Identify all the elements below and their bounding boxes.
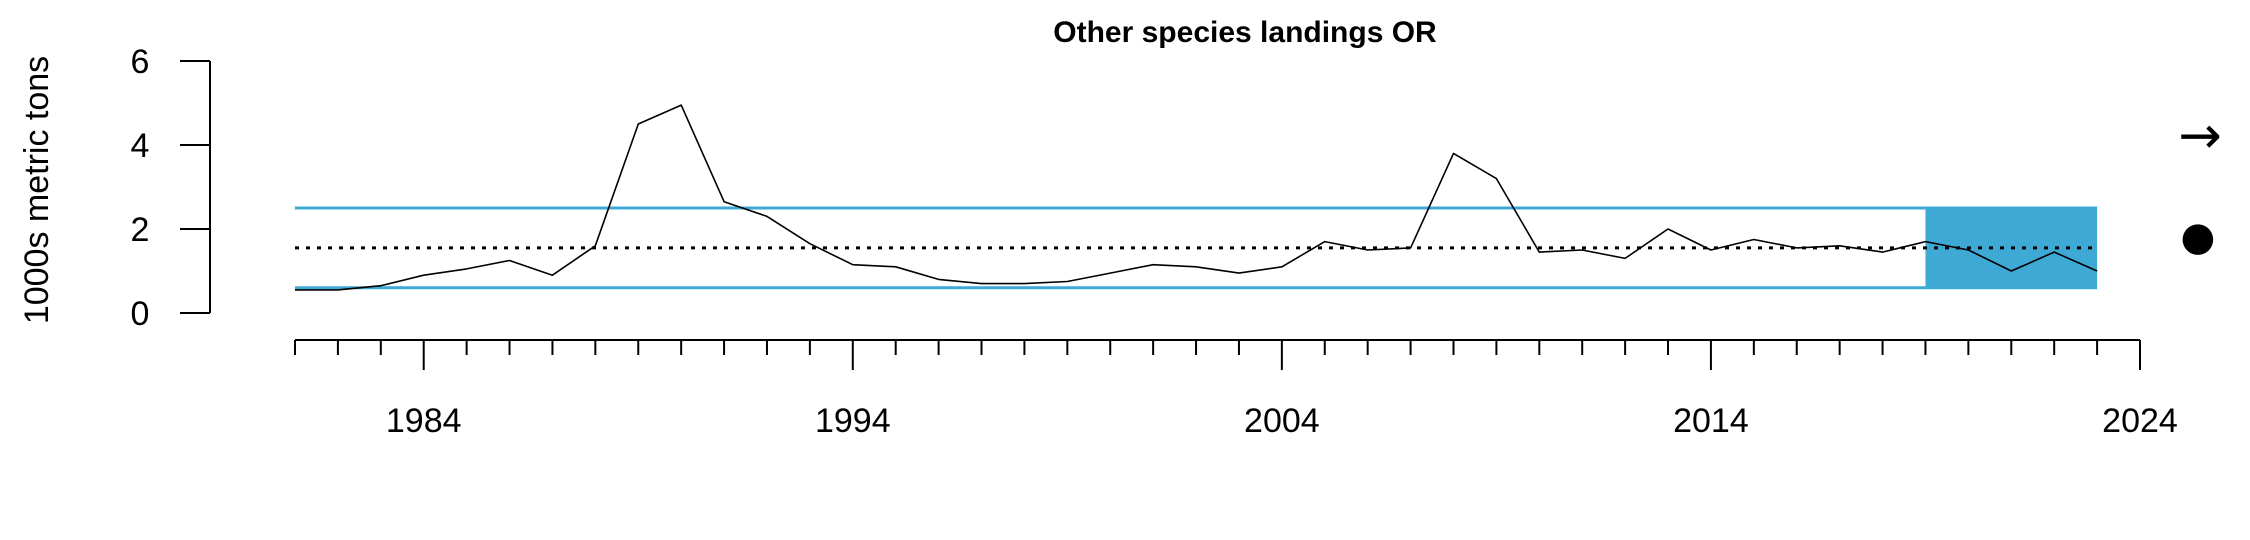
x-tick-label: 2014 <box>1673 402 1749 440</box>
trend-arrow-icon: → <box>2178 106 2222 166</box>
x-tick-label: 1984 <box>386 402 462 440</box>
x-tick-label: 1994 <box>815 402 891 440</box>
y-tick-label: 4 <box>131 127 150 165</box>
series-line-0 <box>295 105 2097 290</box>
y-tick-label: 0 <box>131 295 150 333</box>
x-tick-label: 2004 <box>1244 402 1320 440</box>
mean-status-icon: ● <box>2181 214 2216 260</box>
series-group <box>295 105 2097 290</box>
chart-title: Other species landings OR <box>1053 16 1437 49</box>
y-axis: 0 2 4 6 <box>131 43 210 333</box>
y-tick-label: 2 <box>131 211 150 249</box>
y-tick-label: 6 <box>131 43 150 81</box>
x-tick-label: 2024 <box>2102 402 2178 440</box>
x-axis: 1984 1994 2004 2014 2024 <box>295 340 2178 440</box>
y-axis-label: 1000s metric tons <box>18 56 56 324</box>
